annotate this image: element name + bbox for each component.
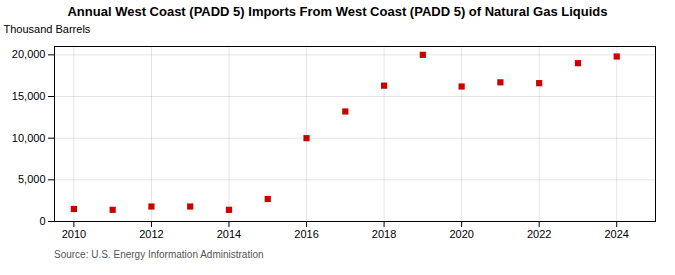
svg-text:2014: 2014 (217, 228, 241, 240)
svg-text:10,000: 10,000 (12, 132, 46, 144)
html-text:Annual West Coast (PADD 5) Imp: Annual West Coast (PADD 5) Imports From … (67, 4, 608, 19)
svg-text:2016: 2016 (294, 228, 318, 240)
svg-text:2018: 2018 (372, 228, 396, 240)
svg-text:2012: 2012 (139, 228, 163, 240)
svg-text:2024: 2024 (604, 228, 628, 240)
svg-text:2022: 2022 (527, 228, 551, 240)
svg-text:2020: 2020 (449, 228, 473, 240)
svg-text:2010: 2010 (62, 228, 86, 240)
svg-text:20,000: 20,000 (12, 48, 46, 60)
svg-text:5,000: 5,000 (18, 173, 46, 185)
html-text:Source: U.S. Energy Informatio: Source: U.S. Energy Information Administ… (54, 249, 264, 260)
svg-text:0: 0 (39, 215, 45, 227)
svg-text:Thousand Barrels: Thousand Barrels (4, 23, 91, 35)
svg-text:15,000: 15,000 (12, 90, 46, 102)
